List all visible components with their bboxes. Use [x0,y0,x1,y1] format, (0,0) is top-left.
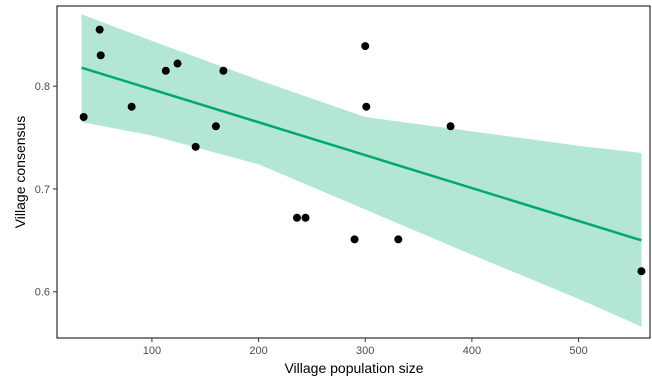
regression-line [81,66,642,242]
y-tick-label: 0.8 [35,81,50,93]
x-tick-label: 400 [463,345,481,357]
data-point [96,51,105,60]
data-point [219,66,228,75]
plot-frame [56,5,651,339]
x-tick-label: 500 [569,345,587,357]
confidence-band [81,14,642,327]
data-point [362,102,371,111]
data-point [161,66,170,75]
data-point [191,142,200,151]
data-point [95,25,104,34]
data-point [361,42,370,51]
x-tick-label: 200 [249,345,267,357]
data-point [173,59,182,68]
data-point [394,235,403,244]
data-point [211,122,220,131]
data-point [79,113,88,122]
data-point [127,102,136,111]
x-tick-label: 100 [143,345,161,357]
x-axis-title: Village population size [284,360,423,376]
data-point [292,213,301,222]
data-point [446,122,455,131]
data-point [637,267,646,276]
data-point [301,213,310,222]
y-tick-label: 0.6 [35,287,50,299]
y-tick-label: 0.7 [35,184,50,196]
y-axis-title: Village consensus [12,116,28,229]
x-tick-label: 300 [356,345,374,357]
data-point [350,235,359,244]
